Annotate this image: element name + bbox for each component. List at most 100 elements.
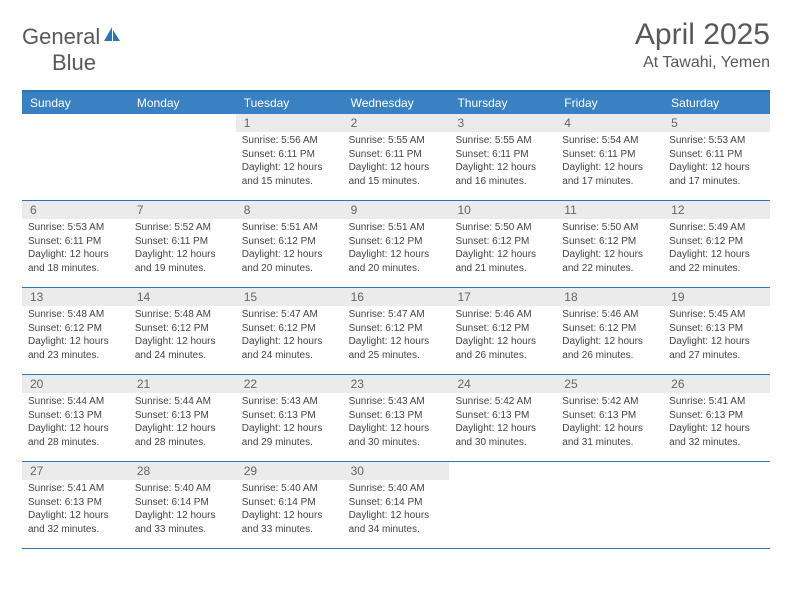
title-block: April 2025 At Tawahi, Yemen xyxy=(635,18,770,72)
day-header-row: SundayMondayTuesdayWednesdayThursdayFrid… xyxy=(22,92,770,114)
day-body: Sunrise: 5:42 AMSunset: 6:13 PMDaylight:… xyxy=(556,393,663,453)
day-cell: 21Sunrise: 5:44 AMSunset: 6:13 PMDayligh… xyxy=(129,375,236,461)
day-number: 23 xyxy=(343,375,450,393)
day-header: Thursday xyxy=(449,92,556,114)
day-body: Sunrise: 5:43 AMSunset: 6:13 PMDaylight:… xyxy=(343,393,450,453)
day-cell: 28Sunrise: 5:40 AMSunset: 6:14 PMDayligh… xyxy=(129,462,236,548)
day-header: Wednesday xyxy=(343,92,450,114)
day-cell: 29Sunrise: 5:40 AMSunset: 6:14 PMDayligh… xyxy=(236,462,343,548)
day-body: Sunrise: 5:46 AMSunset: 6:12 PMDaylight:… xyxy=(449,306,556,366)
day-body xyxy=(556,480,663,486)
day-number: 3 xyxy=(449,114,556,132)
day-number: 10 xyxy=(449,201,556,219)
day-body: Sunrise: 5:55 AMSunset: 6:11 PMDaylight:… xyxy=(449,132,556,192)
day-number: 5 xyxy=(663,114,770,132)
day-cell: 27Sunrise: 5:41 AMSunset: 6:13 PMDayligh… xyxy=(22,462,129,548)
day-number xyxy=(556,462,663,480)
day-body: Sunrise: 5:49 AMSunset: 6:12 PMDaylight:… xyxy=(663,219,770,279)
day-number xyxy=(449,462,556,480)
day-body: Sunrise: 5:53 AMSunset: 6:11 PMDaylight:… xyxy=(663,132,770,192)
day-cell: 19Sunrise: 5:45 AMSunset: 6:13 PMDayligh… xyxy=(663,288,770,374)
month-title: April 2025 xyxy=(635,18,770,52)
day-number: 16 xyxy=(343,288,450,306)
day-body: Sunrise: 5:50 AMSunset: 6:12 PMDaylight:… xyxy=(449,219,556,279)
day-body: Sunrise: 5:54 AMSunset: 6:11 PMDaylight:… xyxy=(556,132,663,192)
day-cell: 30Sunrise: 5:40 AMSunset: 6:14 PMDayligh… xyxy=(343,462,450,548)
day-number: 17 xyxy=(449,288,556,306)
day-body: Sunrise: 5:41 AMSunset: 6:13 PMDaylight:… xyxy=(22,480,129,540)
day-body: Sunrise: 5:44 AMSunset: 6:13 PMDaylight:… xyxy=(22,393,129,453)
day-number: 18 xyxy=(556,288,663,306)
day-cell xyxy=(663,462,770,548)
day-number: 24 xyxy=(449,375,556,393)
day-number: 13 xyxy=(22,288,129,306)
day-number: 20 xyxy=(22,375,129,393)
day-body: Sunrise: 5:48 AMSunset: 6:12 PMDaylight:… xyxy=(22,306,129,366)
day-body: Sunrise: 5:51 AMSunset: 6:12 PMDaylight:… xyxy=(236,219,343,279)
day-body xyxy=(663,480,770,486)
location-label: At Tawahi, Yemen xyxy=(635,54,770,72)
calendar-grid: SundayMondayTuesdayWednesdayThursdayFrid… xyxy=(22,90,770,549)
day-cell: 20Sunrise: 5:44 AMSunset: 6:13 PMDayligh… xyxy=(22,375,129,461)
day-header: Friday xyxy=(556,92,663,114)
day-number: 2 xyxy=(343,114,450,132)
day-cell: 25Sunrise: 5:42 AMSunset: 6:13 PMDayligh… xyxy=(556,375,663,461)
week-row: 20Sunrise: 5:44 AMSunset: 6:13 PMDayligh… xyxy=(22,375,770,462)
brand-sail-icon xyxy=(102,25,122,50)
day-body xyxy=(449,480,556,486)
day-cell: 8Sunrise: 5:51 AMSunset: 6:12 PMDaylight… xyxy=(236,201,343,287)
day-number: 4 xyxy=(556,114,663,132)
day-body: Sunrise: 5:46 AMSunset: 6:12 PMDaylight:… xyxy=(556,306,663,366)
day-cell: 7Sunrise: 5:52 AMSunset: 6:11 PMDaylight… xyxy=(129,201,236,287)
day-number: 15 xyxy=(236,288,343,306)
day-number xyxy=(22,114,129,132)
day-number: 26 xyxy=(663,375,770,393)
day-cell xyxy=(449,462,556,548)
day-cell: 4Sunrise: 5:54 AMSunset: 6:11 PMDaylight… xyxy=(556,114,663,200)
day-cell: 3Sunrise: 5:55 AMSunset: 6:11 PMDaylight… xyxy=(449,114,556,200)
day-body: Sunrise: 5:52 AMSunset: 6:11 PMDaylight:… xyxy=(129,219,236,279)
day-body: Sunrise: 5:50 AMSunset: 6:12 PMDaylight:… xyxy=(556,219,663,279)
day-number: 11 xyxy=(556,201,663,219)
day-number: 8 xyxy=(236,201,343,219)
day-number: 9 xyxy=(343,201,450,219)
day-body: Sunrise: 5:43 AMSunset: 6:13 PMDaylight:… xyxy=(236,393,343,453)
day-body: Sunrise: 5:48 AMSunset: 6:12 PMDaylight:… xyxy=(129,306,236,366)
day-number xyxy=(663,462,770,480)
day-cell: 13Sunrise: 5:48 AMSunset: 6:12 PMDayligh… xyxy=(22,288,129,374)
day-body: Sunrise: 5:41 AMSunset: 6:13 PMDaylight:… xyxy=(663,393,770,453)
day-number: 30 xyxy=(343,462,450,480)
day-body xyxy=(22,132,129,138)
day-cell: 5Sunrise: 5:53 AMSunset: 6:11 PMDaylight… xyxy=(663,114,770,200)
day-number: 19 xyxy=(663,288,770,306)
brand-logo: General xyxy=(22,24,124,50)
day-body: Sunrise: 5:40 AMSunset: 6:14 PMDaylight:… xyxy=(129,480,236,540)
day-number: 6 xyxy=(22,201,129,219)
day-cell: 9Sunrise: 5:51 AMSunset: 6:12 PMDaylight… xyxy=(343,201,450,287)
day-cell: 22Sunrise: 5:43 AMSunset: 6:13 PMDayligh… xyxy=(236,375,343,461)
week-row: 6Sunrise: 5:53 AMSunset: 6:11 PMDaylight… xyxy=(22,201,770,288)
week-row: 27Sunrise: 5:41 AMSunset: 6:13 PMDayligh… xyxy=(22,462,770,549)
day-number: 1 xyxy=(236,114,343,132)
day-cell: 10Sunrise: 5:50 AMSunset: 6:12 PMDayligh… xyxy=(449,201,556,287)
day-number: 29 xyxy=(236,462,343,480)
day-cell: 23Sunrise: 5:43 AMSunset: 6:13 PMDayligh… xyxy=(343,375,450,461)
day-header: Saturday xyxy=(663,92,770,114)
day-number: 14 xyxy=(129,288,236,306)
day-cell: 17Sunrise: 5:46 AMSunset: 6:12 PMDayligh… xyxy=(449,288,556,374)
day-cell xyxy=(556,462,663,548)
day-body: Sunrise: 5:42 AMSunset: 6:13 PMDaylight:… xyxy=(449,393,556,453)
day-cell: 11Sunrise: 5:50 AMSunset: 6:12 PMDayligh… xyxy=(556,201,663,287)
day-cell xyxy=(22,114,129,200)
day-body: Sunrise: 5:55 AMSunset: 6:11 PMDaylight:… xyxy=(343,132,450,192)
day-cell: 12Sunrise: 5:49 AMSunset: 6:12 PMDayligh… xyxy=(663,201,770,287)
day-body: Sunrise: 5:53 AMSunset: 6:11 PMDaylight:… xyxy=(22,219,129,279)
brand-text-blue: Blue xyxy=(52,50,96,76)
day-number: 7 xyxy=(129,201,236,219)
day-number xyxy=(129,114,236,132)
day-cell: 14Sunrise: 5:48 AMSunset: 6:12 PMDayligh… xyxy=(129,288,236,374)
day-cell: 24Sunrise: 5:42 AMSunset: 6:13 PMDayligh… xyxy=(449,375,556,461)
day-number: 25 xyxy=(556,375,663,393)
day-body: Sunrise: 5:47 AMSunset: 6:12 PMDaylight:… xyxy=(236,306,343,366)
day-cell: 1Sunrise: 5:56 AMSunset: 6:11 PMDaylight… xyxy=(236,114,343,200)
